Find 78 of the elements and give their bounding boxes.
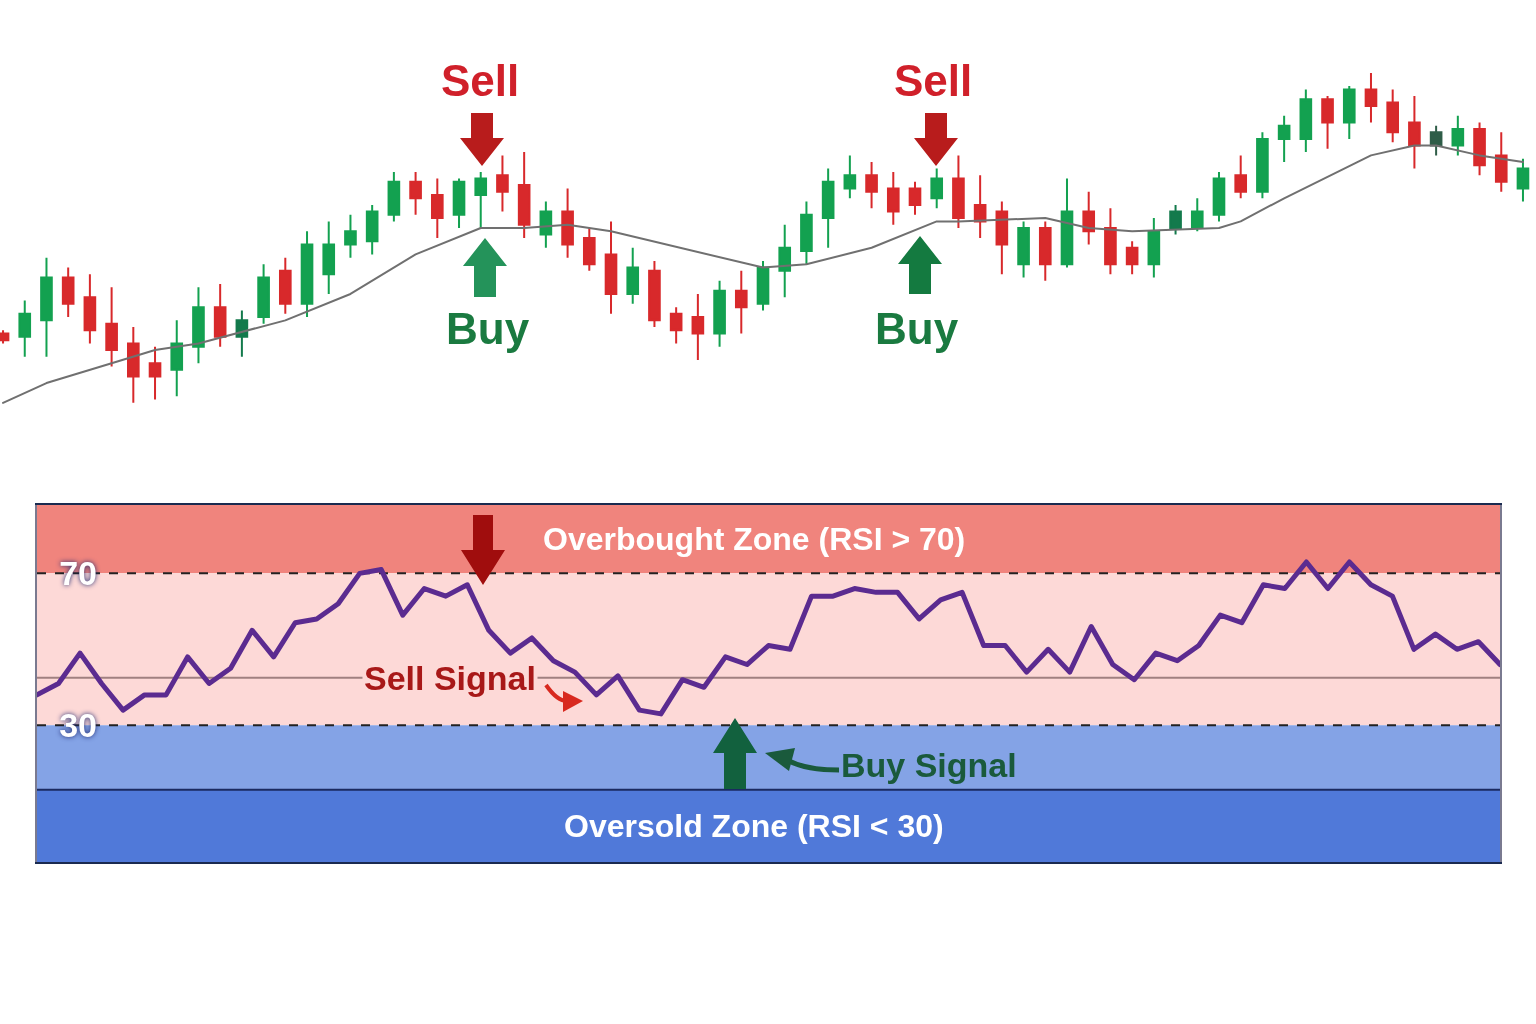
candlestick: [648, 259, 661, 328]
candlestick: [170, 319, 184, 398]
candlestick: [365, 203, 379, 256]
candlestick: [83, 273, 97, 345]
annotation: Buy Signal: [841, 746, 1017, 784]
candlestick: [1060, 177, 1074, 269]
candlestick: [821, 167, 835, 249]
candlestick: [1429, 124, 1443, 157]
candlestick: [734, 269, 748, 335]
band-label: Oversold Zone (RSI < 30): [564, 808, 944, 844]
candlestick: [105, 286, 118, 368]
annotation: Sell Signal: [364, 659, 536, 697]
candlestick: [278, 256, 292, 315]
candlestick: [995, 200, 1009, 276]
candlestick: [1494, 131, 1508, 193]
candlestick: [387, 170, 401, 223]
candlestick: [1386, 88, 1400, 144]
candlestick: [1451, 114, 1465, 157]
candlestick: [800, 200, 813, 266]
candlestick: [344, 213, 357, 259]
candlestick: [517, 151, 531, 239]
band-label: Overbought Zone (RSI > 70): [543, 521, 966, 557]
candlestick: [257, 263, 270, 325]
candlestick: [1277, 114, 1291, 163]
candlestick: [1125, 240, 1139, 276]
candlestick: [1408, 95, 1421, 170]
candlestick: [18, 299, 32, 358]
candlestick: [452, 177, 466, 229]
candlestick: [1256, 131, 1269, 200]
candlestick: [61, 266, 75, 319]
candlestick: [604, 220, 618, 315]
candlestick: [908, 180, 922, 216]
candlestick: [1017, 220, 1030, 279]
candlestick: [430, 177, 444, 239]
candlestick: [843, 154, 857, 200]
candlestick: [713, 279, 726, 348]
candlestick: [1364, 71, 1378, 124]
candlestick: [1473, 121, 1486, 177]
annotation: Sell: [441, 56, 520, 105]
candlestick: [1147, 217, 1161, 279]
candlestick: [1190, 197, 1204, 233]
candlestick: [300, 230, 314, 319]
candlestick: [40, 256, 53, 358]
candlestick: [409, 170, 422, 216]
candlestick: [1321, 95, 1334, 150]
candlestick: [756, 259, 770, 312]
candlestick: [865, 161, 878, 210]
candlestick: [1299, 88, 1313, 154]
candlestick: [539, 200, 553, 249]
annotation: Buy: [446, 304, 530, 353]
candlestick: [1234, 154, 1248, 200]
candlestick: [235, 309, 249, 358]
candlestick: [691, 292, 705, 361]
candlestick: [1212, 170, 1226, 223]
candlestick: [930, 167, 944, 210]
candlestick: [322, 220, 336, 295]
candlestick: [213, 283, 227, 348]
candlestick: [561, 187, 574, 259]
candlestick: [148, 345, 162, 401]
candlestick: [192, 286, 205, 365]
candlestick: [886, 170, 900, 226]
candlestick: [1342, 85, 1356, 140]
candlestick: [1082, 190, 1096, 246]
candlestick: [474, 170, 488, 229]
candlestick: [669, 306, 683, 345]
candlestick: [1169, 203, 1182, 236]
annotation: Buy: [875, 304, 959, 353]
candlestick: [626, 246, 640, 305]
candlestick: [1038, 220, 1052, 282]
candlestick: [952, 154, 965, 229]
candlestick: [127, 325, 140, 404]
annotation: Sell: [894, 56, 973, 105]
candlestick: [1104, 207, 1117, 276]
candlestick: [582, 226, 596, 272]
candlestick: [1516, 157, 1530, 203]
candlestick: [496, 154, 509, 213]
candlestick: [778, 223, 792, 299]
candlestick: [973, 174, 987, 239]
